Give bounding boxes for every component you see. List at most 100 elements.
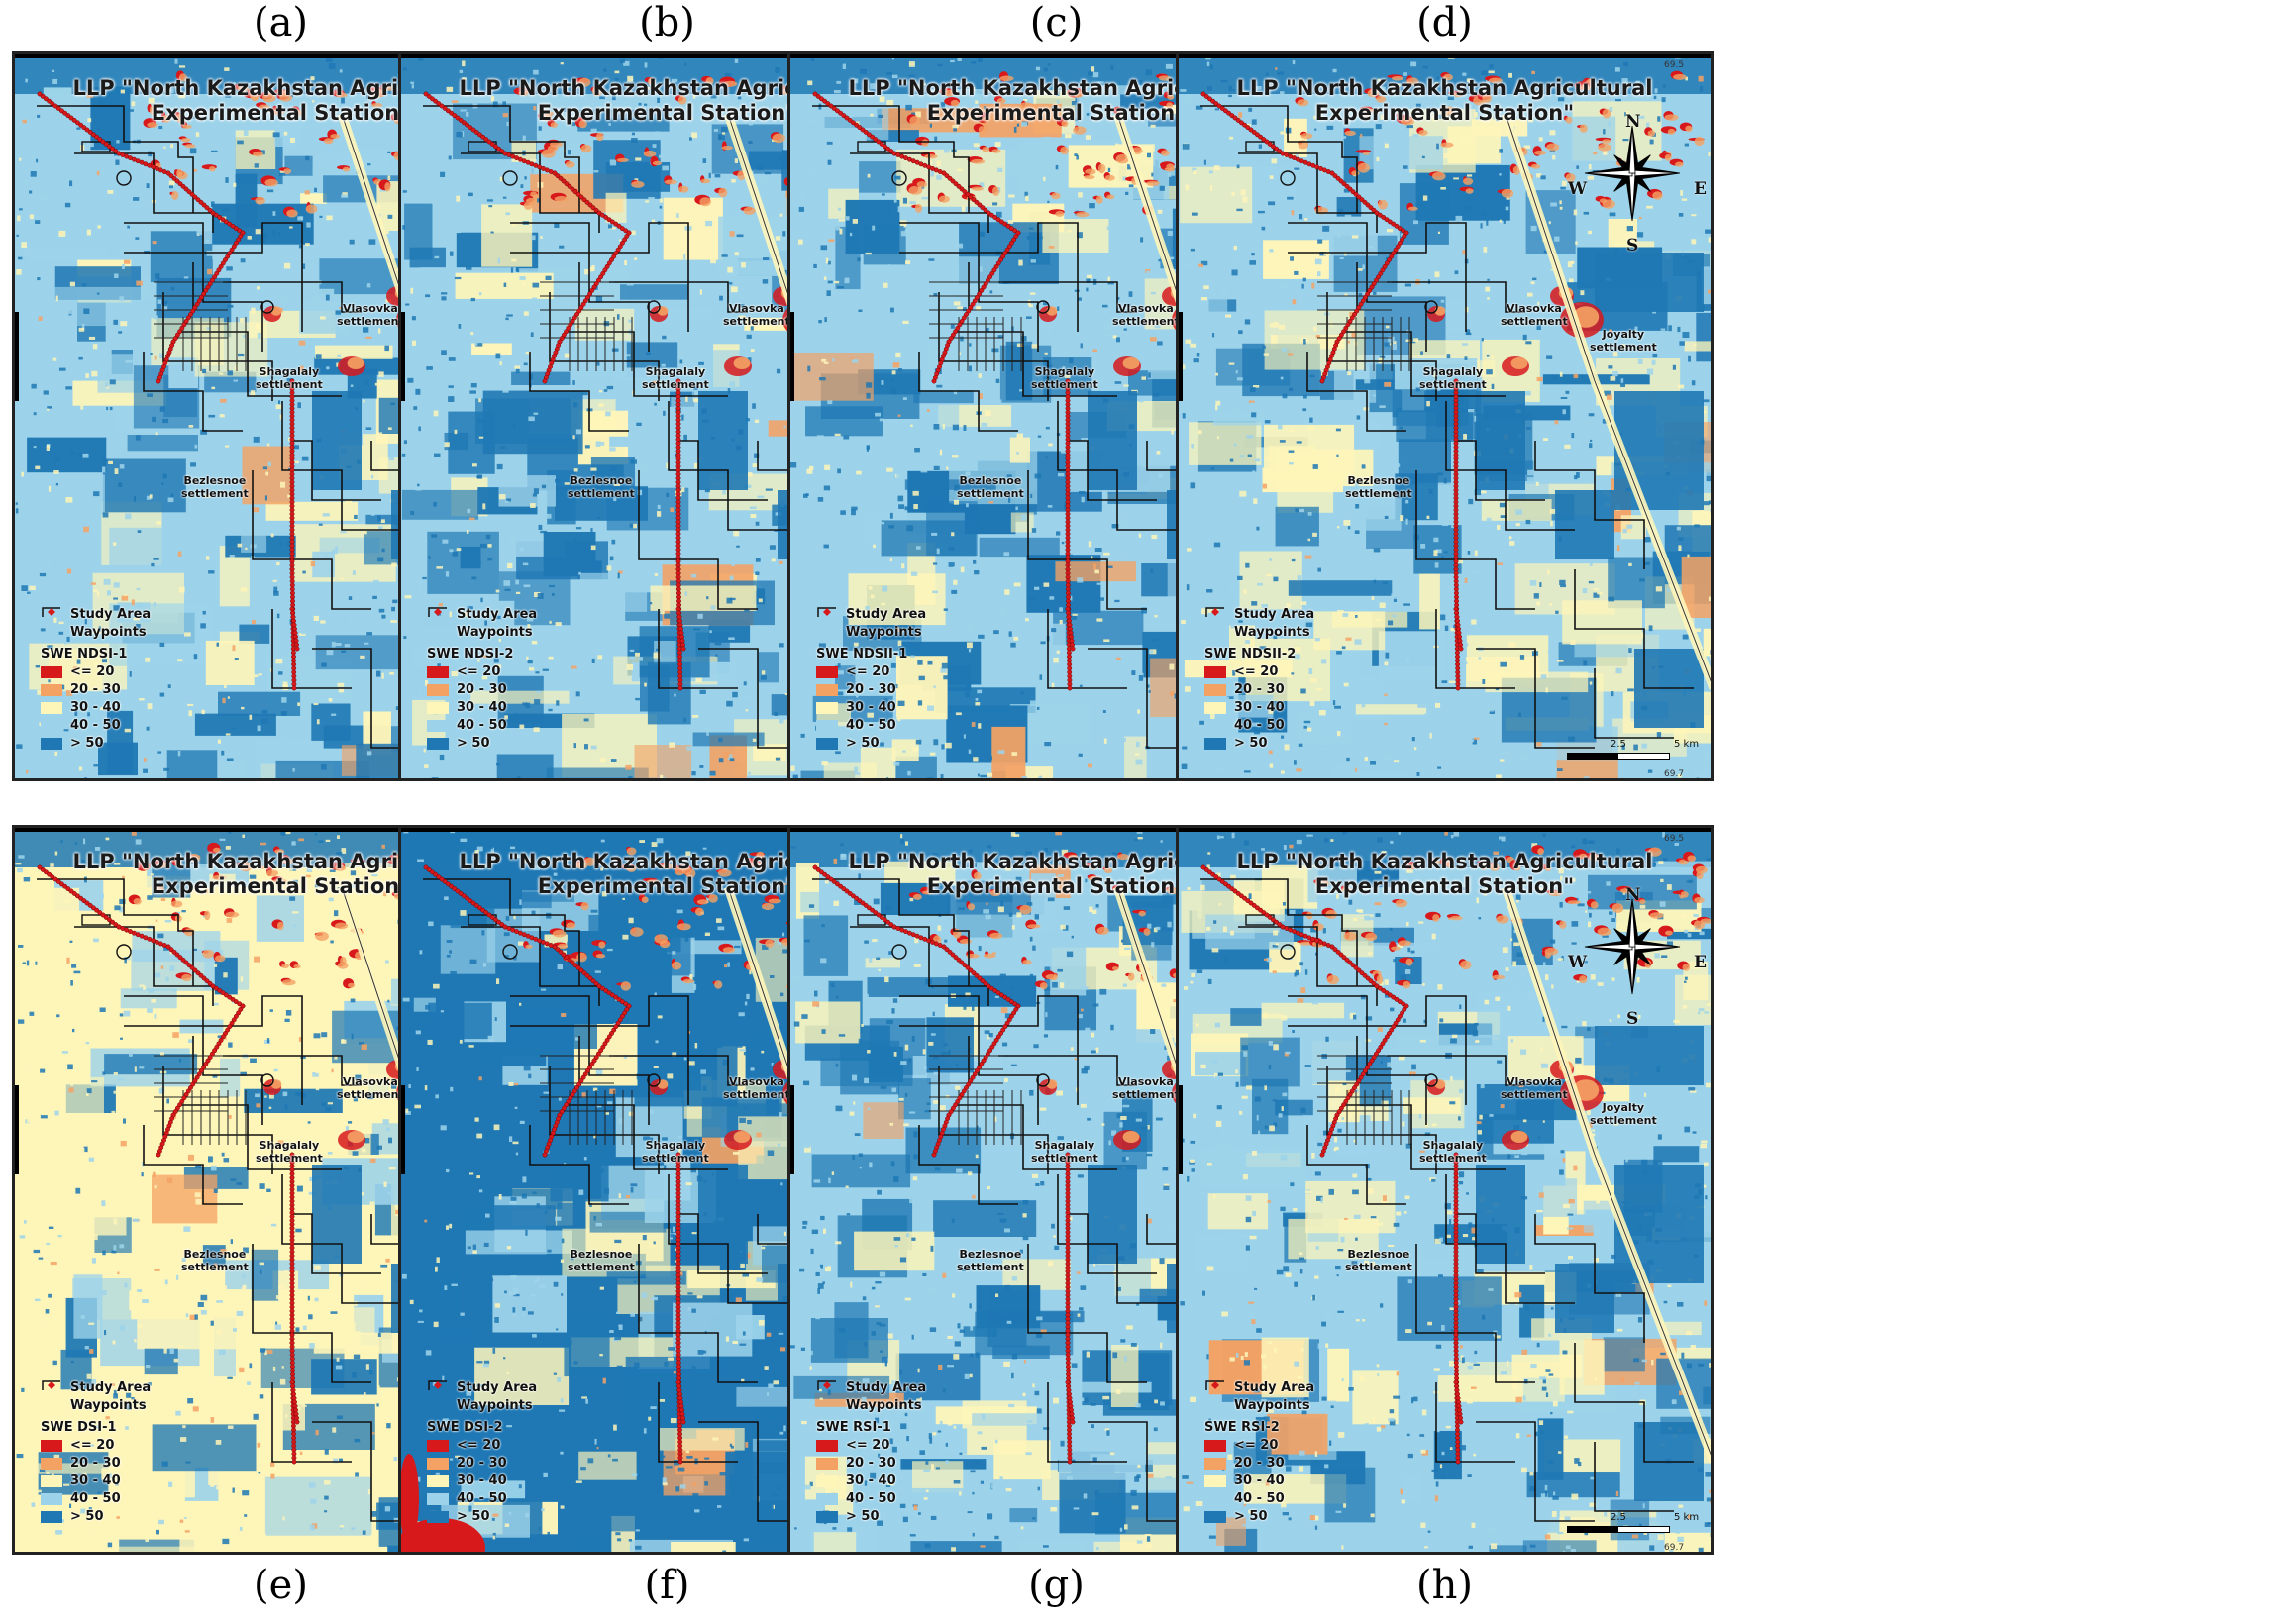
compass-e-label: E: [1694, 179, 1707, 199]
legend-class-2: 30 - 40: [427, 1472, 575, 1490]
map-title-line2: Experimental Station": [151, 874, 411, 898]
compass-s-label: S: [1626, 236, 1639, 255]
legend-class-3-swatch: [816, 720, 838, 732]
legend-class-3: 40 - 50: [816, 717, 965, 735]
map-legend: Study Area Waypoints SWE NDSI-2 <= 20 20 - 3…: [427, 606, 575, 753]
place-label-shagalaly: Shagalaly settlement: [1031, 365, 1098, 391]
legend-waypoints-swatch: [1204, 608, 1226, 639]
legend-class-0: <= 20: [816, 663, 965, 681]
legend-class-4: > 50: [816, 735, 965, 753]
legend-class-1: 20 - 30: [1204, 1455, 1353, 1472]
legend-class-4-swatch: [816, 1511, 838, 1523]
legend-study-area: Study Area: [427, 1379, 575, 1397]
legend-index-title: SWE NDSI-1: [41, 647, 128, 661]
place-label-bezlesnoe: Bezlesnoe settlement: [1345, 474, 1412, 500]
place-label-bezlesnoe: Bezlesnoe settlement: [181, 474, 249, 500]
legend-index-title: SWE DSI-2: [427, 1420, 503, 1435]
map-title-line2: Experimental Station": [926, 101, 1187, 125]
legend-class-2-swatch: [41, 1475, 62, 1487]
legend-class-0-swatch: [816, 666, 838, 678]
legend-waypoints-swatch: [427, 608, 449, 639]
compass-w-label: W: [1568, 179, 1588, 199]
map-title: LLP "North Kazakhstan Agricultural Experi…: [1179, 76, 1711, 126]
legend-class-2: 30 - 40: [427, 699, 575, 717]
map-legend: Study Area Waypoints SWE DSI-2 <= 20 20 - 30…: [427, 1379, 575, 1526]
legend-class-0: <= 20: [41, 663, 189, 681]
place-label-shagalaly: Shagalaly settlement: [642, 1139, 709, 1165]
place-label-vlasovka: Vlasovka settlement: [337, 302, 404, 328]
panel-label: (h): [1416, 1563, 1473, 1608]
legend-study-area-swatch: [1204, 1380, 1226, 1394]
legend-study-area: Study Area: [41, 606, 189, 624]
legend-class-0-swatch: [816, 1440, 838, 1452]
place-label-shagalaly: Shagalaly settlement: [1419, 1139, 1487, 1165]
legend-class-3: 40 - 50: [41, 717, 189, 735]
map-title-line2: Experimental Station": [151, 101, 411, 125]
map-title-line2: Experimental Station": [537, 874, 797, 898]
legend-index-title: SWE NDSI-2: [427, 647, 514, 661]
compass-n-label: N: [1625, 885, 1641, 905]
panel-label: (g): [1028, 1563, 1085, 1608]
legend-class-4: > 50: [41, 735, 189, 753]
legend-class-1-swatch: [427, 684, 449, 696]
panel-label: (a): [253, 0, 309, 46]
scale-label-mid: 2.5: [1611, 1512, 1626, 1523]
legend-class-3-swatch: [816, 1493, 838, 1505]
legend-class-4: > 50: [41, 1508, 189, 1526]
legend-waypoints: Waypoints: [1204, 1381, 1353, 1415]
legend-class-0: <= 20: [427, 663, 575, 681]
panel-label: (d): [1416, 0, 1473, 46]
legend-study-area-swatch: [816, 1380, 838, 1394]
legend-class-2-swatch: [1204, 702, 1226, 714]
place-label-bezlesnoe: Bezlesnoe settlement: [568, 474, 635, 500]
legend-waypoints-swatch: [816, 608, 838, 639]
legend-study-area: Study Area: [816, 1379, 965, 1397]
legend-class-1: 20 - 30: [1204, 681, 1353, 699]
legend-class-3-swatch: [41, 1493, 62, 1505]
legend-class-3: 40 - 50: [41, 1490, 189, 1508]
legend-class-4: > 50: [1204, 735, 1353, 753]
scale-bar: [1567, 753, 1670, 760]
panel-label: (c): [1029, 0, 1084, 46]
legend-index-title: SWE NDSII-1: [816, 647, 908, 661]
legend-study-area-swatch: [41, 607, 62, 621]
legend-waypoints: Waypoints: [41, 608, 189, 642]
legend-class-1-swatch: [427, 1458, 449, 1470]
place-label-bezlesnoe: Bezlesnoe settlement: [568, 1248, 635, 1273]
place-label-shagalaly: Shagalaly settlement: [1031, 1139, 1098, 1165]
legend-class-4: > 50: [427, 735, 575, 753]
place-label-bezlesnoe: Bezlesnoe settlement: [957, 1248, 1024, 1273]
legend-waypoints: Waypoints: [1204, 608, 1353, 642]
map-title: LLP "North Kazakhstan Agricultural Experi…: [1179, 850, 1711, 899]
legend-index-title: SWE RSI-2: [1204, 1420, 1280, 1435]
legend-study-area: Study Area: [1204, 606, 1353, 624]
map-title-line1: LLP "North Kazakhstan Agricultural: [1236, 76, 1653, 100]
legend-class-4-swatch: [41, 1511, 62, 1523]
map-legend: Study Area Waypoints SWE NDSII-2 <= 20 20 - …: [1204, 606, 1353, 753]
place-label-vlasovka: Vlasovka settlement: [1501, 302, 1568, 328]
legend-waypoints: Waypoints: [816, 1381, 965, 1415]
place-label-shagalaly: Shagalaly settlement: [642, 365, 709, 391]
place-label-vlasovka: Vlasovka settlement: [723, 302, 790, 328]
legend-study-area-swatch: [816, 607, 838, 621]
legend-class-2-swatch: [427, 702, 449, 714]
legend-waypoints-swatch: [816, 1381, 838, 1412]
legend-class-3-swatch: [1204, 720, 1226, 732]
legend-class-3-swatch: [41, 720, 62, 732]
legend-study-area-swatch: [1204, 607, 1226, 621]
legend-class-3: 40 - 50: [816, 1490, 965, 1508]
place-label-shagalaly: Shagalaly settlement: [256, 365, 323, 391]
legend-class-4: > 50: [816, 1508, 965, 1526]
legend-class-1: 20 - 30: [816, 1455, 965, 1472]
scale-label-end: 5 km: [1674, 1512, 1700, 1523]
compass-s-label: S: [1626, 1009, 1639, 1029]
legend-waypoints: Waypoints: [41, 1381, 189, 1415]
map-legend: Study Area Waypoints SWE RSI-1 <= 20 20 - 30…: [816, 1379, 965, 1526]
legend-class-0: <= 20: [1204, 1437, 1353, 1455]
legend-class-4-swatch: [427, 1511, 449, 1523]
legend-class-1-swatch: [816, 684, 838, 696]
raster-map: [1179, 54, 1711, 778]
legend-class-3-swatch: [427, 720, 449, 732]
legend-study-area: Study Area: [41, 1379, 189, 1397]
